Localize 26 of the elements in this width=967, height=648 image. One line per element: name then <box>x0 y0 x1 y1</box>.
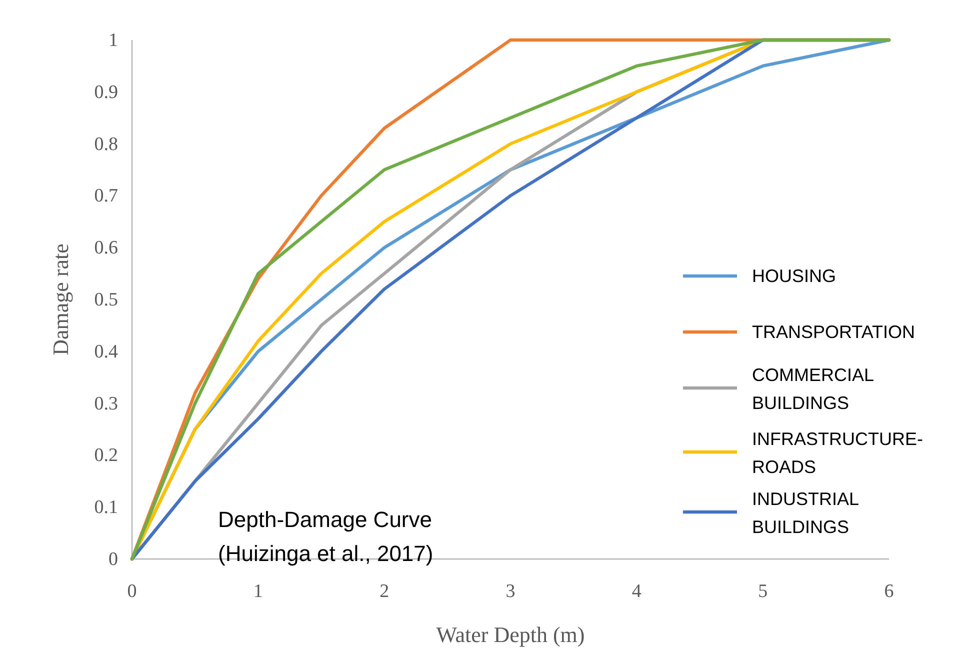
y-tick-label: 0.2 <box>94 445 118 466</box>
legend-label: HOUSING <box>752 266 836 286</box>
y-tick-label: 0.7 <box>94 186 118 207</box>
y-tick-label: 0.5 <box>94 290 118 310</box>
y-tick-label: 0.6 <box>94 238 118 259</box>
y-tick-label: 0.9 <box>94 82 118 103</box>
y-tick-label: 1 <box>108 30 118 51</box>
legend-label: COMMERCIAL BUILDINGS <box>752 365 874 413</box>
x-tick-label: 3 <box>506 581 516 602</box>
x-tick-label: 1 <box>253 581 263 602</box>
x-tick-label: 2 <box>380 581 390 602</box>
y-axis-title: Damage rate <box>48 244 73 356</box>
legend-label: INFRASTRUCTURE-ROADS <box>752 429 923 477</box>
legend-label: INDUSTRIAL BUILDINGS <box>752 489 860 537</box>
y-tick-label: 0.1 <box>94 497 118 518</box>
x-tick-label: 6 <box>884 581 894 602</box>
y-tick-label: 0.8 <box>94 134 118 155</box>
legend-label: TRANSPORTATION <box>752 322 916 342</box>
x-axis-title: Water Depth (m) <box>436 622 585 647</box>
x-tick-label: 4 <box>632 581 642 602</box>
y-tick-label: 0.3 <box>94 393 118 414</box>
x-tick-label: 5 <box>758 581 768 602</box>
annotation: Depth-Damage Curve (Huizinga et al., 2017) <box>218 507 434 566</box>
y-tick-label: 0 <box>108 549 118 570</box>
y-tick-label: 0.4 <box>94 341 118 362</box>
x-tick-label: 0 <box>127 581 137 602</box>
